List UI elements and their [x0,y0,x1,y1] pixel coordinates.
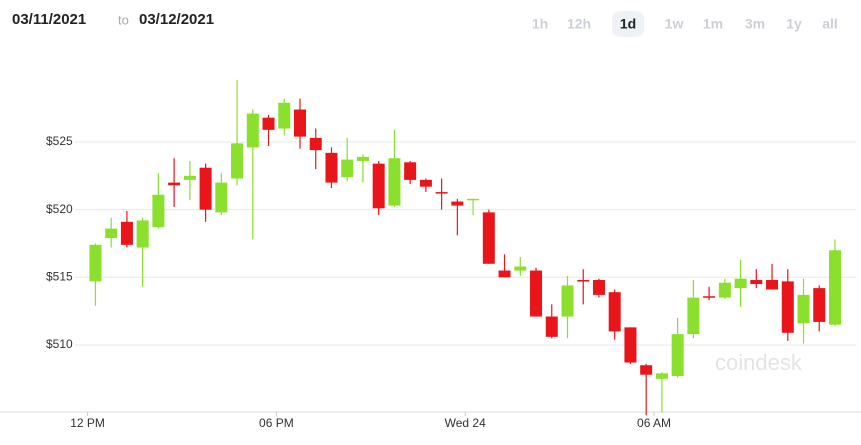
candle-body [372,163,385,209]
candle-body [341,159,354,178]
x-tick-label: Wed 24 [445,416,486,430]
candle-body [168,182,181,186]
candle-body [356,156,369,161]
x-tick-label: 06 AM [637,416,671,430]
end-date: 03/12/2021 [139,11,214,28]
candle-body [435,192,448,194]
candle-body [467,198,480,201]
range-button[interactable]: 3m [745,16,765,32]
range-button[interactable]: 1w [665,16,684,32]
range-selector: 1h 12h 1d 1w 1m 3m 1y all [532,11,838,37]
range-button[interactable]: 1d [620,16,636,32]
candle-body [136,220,149,248]
y-tick-label: $520 [46,202,73,216]
candle-body [592,280,605,295]
date-separator: to [118,12,129,27]
candle-body [608,292,621,332]
candle-body [766,280,779,290]
candle-body [388,158,401,206]
y-tick-label: $510 [46,337,73,351]
candle-body [419,179,432,187]
range-button[interactable]: 1y [786,16,802,32]
x-tick-label: 06 PM [259,416,294,430]
candle-body [545,316,558,337]
candle-body [215,182,228,213]
candle-body [199,167,212,210]
candle-body [624,327,637,363]
range-button[interactable]: 1h [532,16,548,32]
candle-body [262,117,275,130]
candle-body [734,278,747,289]
candle-body [561,285,574,317]
candle-body [687,297,700,335]
active-range-bg [612,11,644,37]
candle-body [577,280,590,282]
candle-body [183,175,196,180]
y-tick-label: $525 [46,134,73,148]
candle-body [482,212,495,264]
candle-body [152,194,165,228]
watermark: coindesk [715,350,803,375]
candle-body [231,143,244,179]
candle-body [813,288,826,322]
candle-body [530,270,543,317]
candle-body [640,365,653,375]
candle-body [120,221,133,245]
candle-body [671,334,684,377]
candle-body [89,244,102,282]
candle-body [797,294,810,324]
range-button[interactable]: 1m [703,16,723,32]
candle-body [278,102,291,129]
x-tick-label: 12 PM [70,416,105,430]
y-tick-label: $515 [46,269,73,283]
range-button[interactable]: 12h [567,16,591,32]
candle-body [451,201,464,206]
candle-body [498,270,511,278]
start-date: 03/11/2021 [12,11,86,28]
candle-body [105,228,118,239]
candle-body [404,162,417,180]
plot: $510 $515 $520 $525 12 PM 06 PM Wed 24 06 AM coi… [0,79,861,430]
candle-body [514,266,527,271]
candle-body [781,281,794,333]
candle-body [828,250,841,325]
candle-body [750,280,763,285]
candle-body [718,282,731,298]
range-button[interactable]: all [822,16,838,32]
candle-body [294,109,307,137]
candle-body [655,373,668,379]
candle-body [703,296,716,298]
candle-body [309,137,322,151]
candle-body [246,113,259,148]
candle-body [325,152,338,183]
